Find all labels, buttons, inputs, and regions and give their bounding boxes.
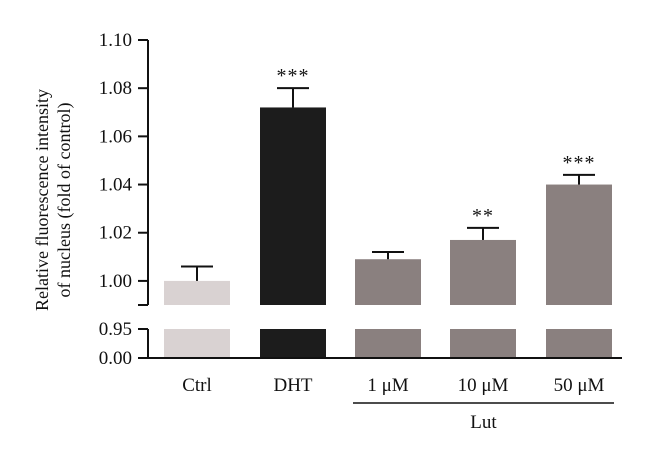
bar-upper-3 xyxy=(450,239,516,305)
bar-lower-0 xyxy=(164,329,230,357)
category-label-2: 1 μM xyxy=(367,375,408,396)
bar-lower-2 xyxy=(355,329,421,357)
significance-label-4: *** xyxy=(563,152,596,174)
bar-upper-0 xyxy=(164,280,230,305)
bars xyxy=(164,107,612,357)
y-tick-label: 1.06 xyxy=(99,126,132,147)
y-tick-label: 0.95 xyxy=(99,319,132,340)
y-axis-label-line-2: of nucleus (fold of control) xyxy=(54,103,75,298)
category-label-4: 50 μM xyxy=(554,375,605,396)
y-tick-label: 1.02 xyxy=(99,223,132,244)
group-bracket: Lut xyxy=(353,402,614,433)
y-tick-label: 1.08 xyxy=(99,78,132,99)
bar-upper-4 xyxy=(546,184,612,305)
y-axis-label: Relative fluorescence intensity of nucle… xyxy=(32,89,75,311)
category-label-3: 10 μM xyxy=(458,375,509,396)
group-label: Lut xyxy=(470,412,497,433)
y-tick-label: 1.00 xyxy=(99,271,132,292)
y-tick-label: 1.10 xyxy=(99,30,132,51)
category-label-1: DHT xyxy=(273,375,312,396)
y-axis-label-line-1: Relative fluorescence intensity xyxy=(32,89,52,311)
significance-labels: ******** xyxy=(277,65,596,227)
significance-label-3: ** xyxy=(472,205,494,227)
bar-upper-2 xyxy=(355,259,421,305)
bar-lower-4 xyxy=(546,329,612,357)
bar-lower-3 xyxy=(450,329,516,357)
y-tick-label: 0.00 xyxy=(99,348,132,369)
category-labels: Ctrl DHT 1 μM 10 μM 50 μM xyxy=(182,375,604,396)
y-tick-label: 1.04 xyxy=(99,175,133,196)
error-bars xyxy=(181,87,595,281)
significance-label-1: *** xyxy=(277,65,310,87)
axes: 1.10 1.08 1.06 1.04 1.02 1.00 0.95 0.00 xyxy=(99,30,622,369)
category-label-0: Ctrl xyxy=(182,375,212,396)
bar-lower-1 xyxy=(260,329,326,357)
bar-upper-1 xyxy=(260,107,326,305)
